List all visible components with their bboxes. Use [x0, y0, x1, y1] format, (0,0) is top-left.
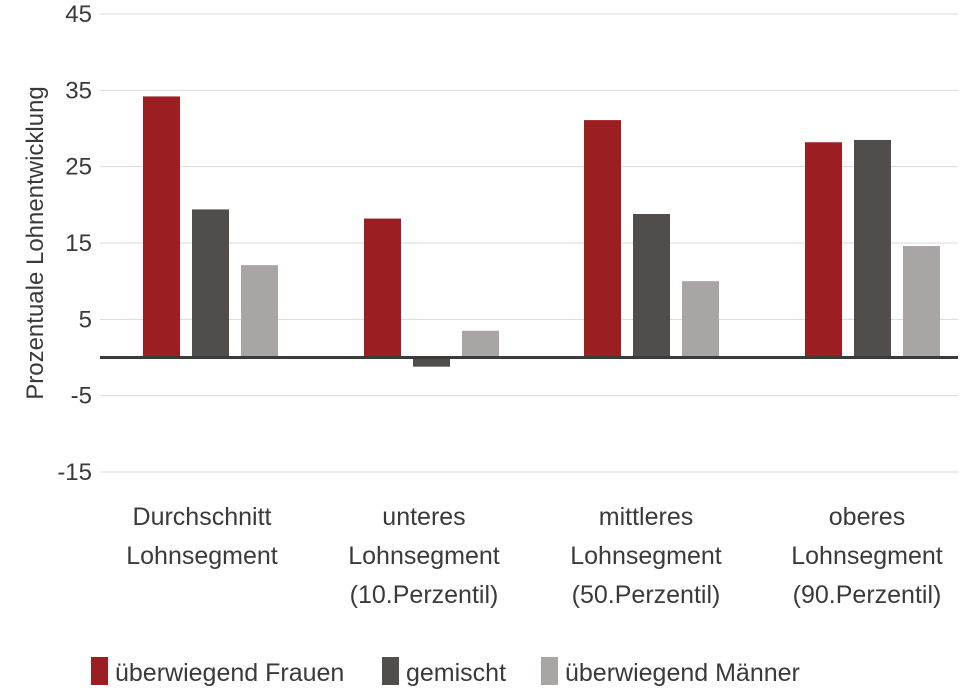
- bars: [143, 96, 940, 367]
- bar: [143, 96, 180, 358]
- category-label: unteres: [382, 503, 465, 531]
- bar: [854, 139, 891, 358]
- legend-swatch: [91, 657, 108, 685]
- category-label: Lohnsegment: [570, 542, 722, 570]
- y-tick-label: 45: [65, 1, 92, 28]
- legend-label: überwiegend Männer: [565, 659, 800, 687]
- category-label: Durchschnitt: [133, 503, 272, 531]
- category-label: Lohnsegment: [348, 542, 500, 570]
- category-label: Lohnsegment: [126, 542, 278, 570]
- bar: [682, 281, 719, 358]
- legend-swatch: [541, 657, 558, 685]
- y-tick-label: -15: [57, 459, 92, 486]
- bar: [364, 218, 401, 358]
- category-label: oberes: [829, 503, 905, 531]
- bar: [413, 357, 450, 367]
- bar: [192, 209, 229, 358]
- bar: [462, 330, 499, 358]
- legend-label: gemischt: [406, 659, 506, 687]
- category-label: (90.Perzentil): [793, 581, 942, 609]
- y-axis-title: Prozentuale Lohnentwicklung: [22, 86, 49, 400]
- bar: [903, 246, 940, 358]
- y-tick-label: 5: [79, 306, 92, 333]
- category-label: Lohnsegment: [791, 542, 943, 570]
- category-label: mittleres: [599, 503, 693, 531]
- category-label: (10.Perzentil): [350, 581, 499, 609]
- y-tick-label: -5: [71, 383, 92, 410]
- category-label: (50.Perzentil): [572, 581, 721, 609]
- legend-label: überwiegend Frauen: [115, 659, 344, 687]
- y-axis-tick-labels: 45 35 25 15 5 -5 -15: [57, 1, 92, 486]
- y-tick-label: 35: [65, 77, 92, 104]
- bar: [584, 120, 621, 358]
- category-labels: Durchschnitt Lohnsegment unteres Lohnsegmen…: [126, 503, 943, 609]
- legend: überwiegend Frauen gemischt überwiegend Mä…: [91, 657, 800, 687]
- bar: [241, 265, 278, 358]
- y-tick-label: 15: [65, 230, 92, 257]
- bar: [805, 142, 842, 358]
- y-tick-label: 25: [65, 154, 92, 181]
- bar: [633, 213, 670, 358]
- legend-swatch: [382, 657, 399, 685]
